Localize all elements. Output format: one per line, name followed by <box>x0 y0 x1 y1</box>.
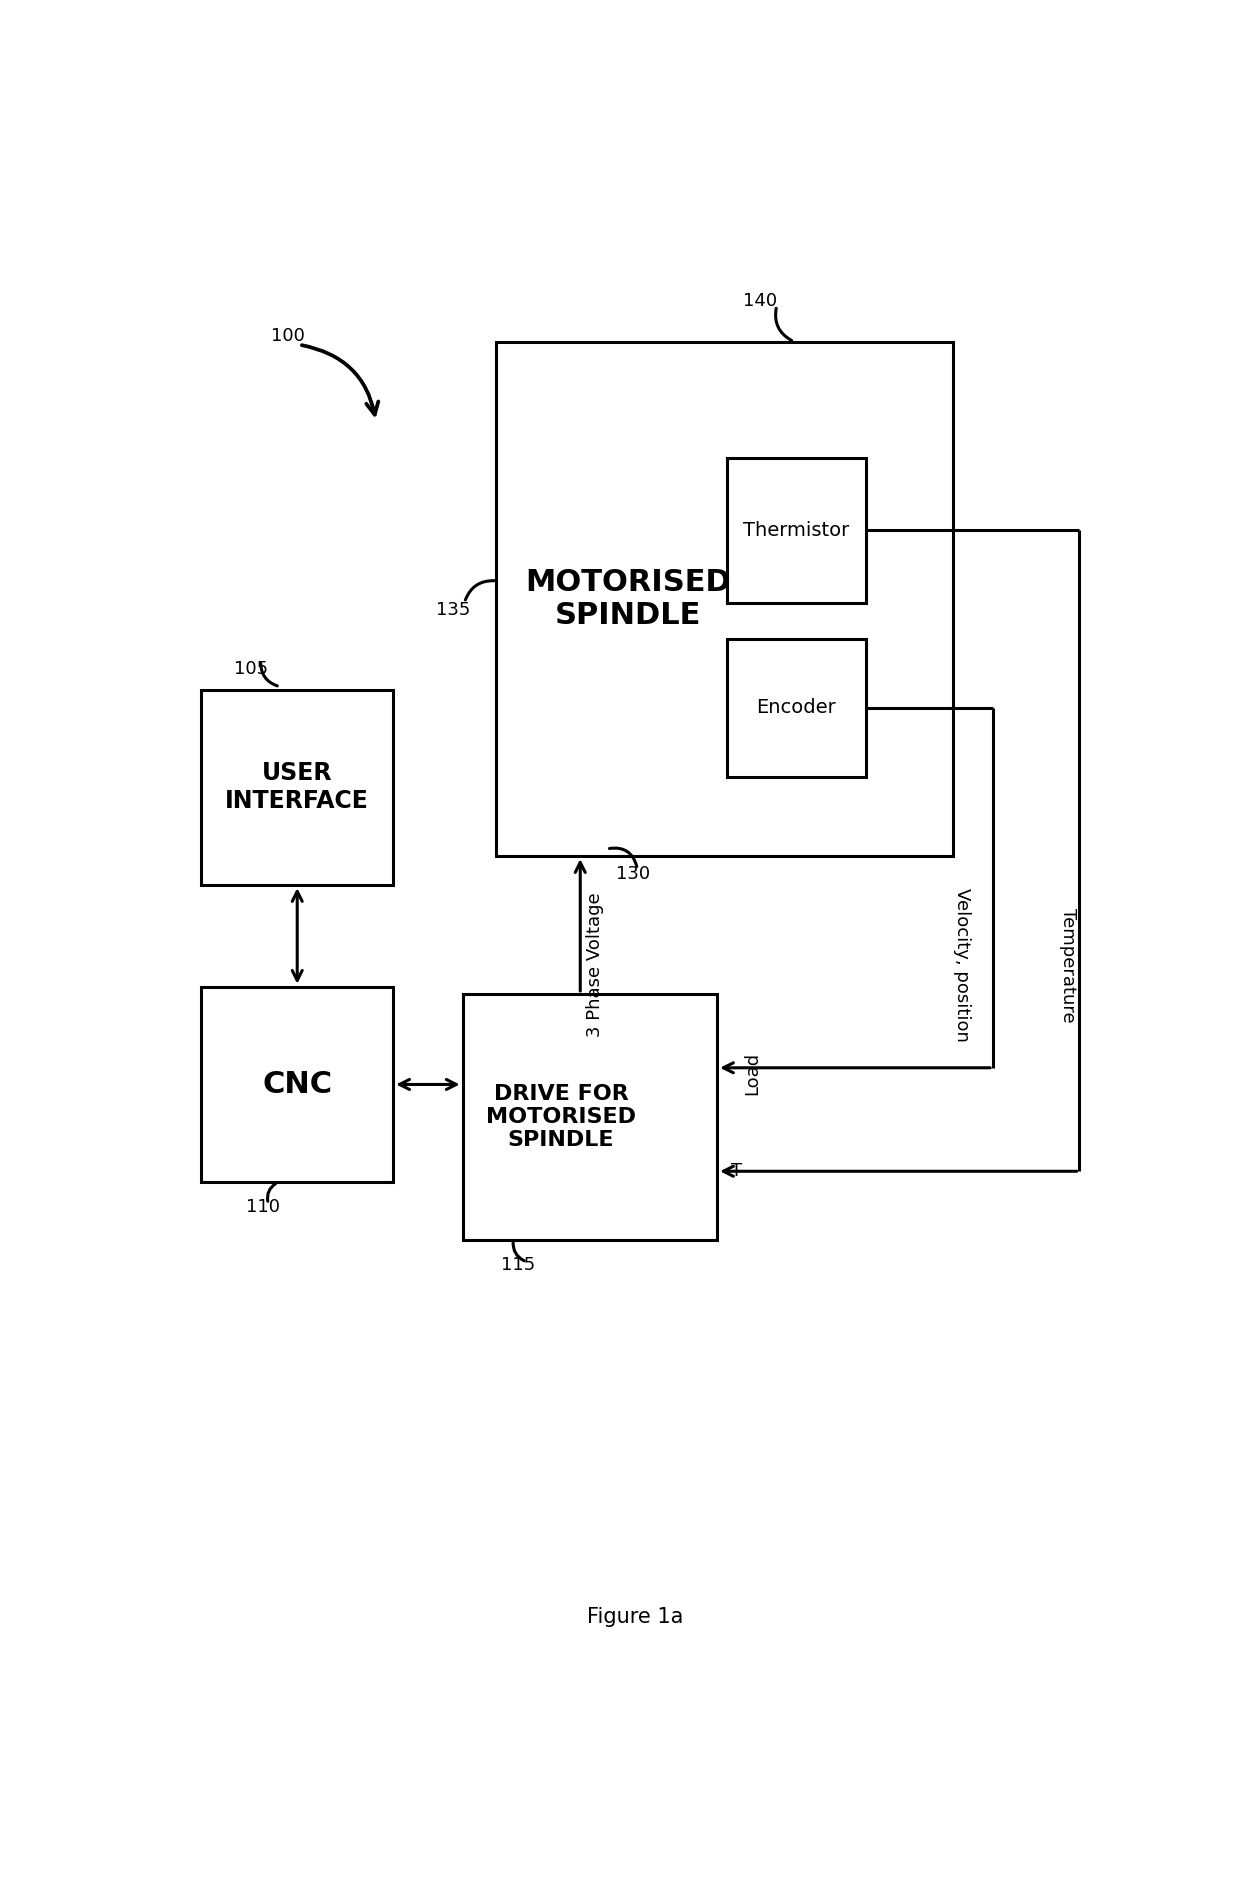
Bar <box>727 457 866 602</box>
Text: 115: 115 <box>501 1255 536 1274</box>
Text: 105: 105 <box>234 661 268 678</box>
Bar <box>463 994 717 1240</box>
Text: DRIVE FOR
MOTORISED
SPINDLE: DRIVE FOR MOTORISED SPINDLE <box>486 1084 636 1150</box>
Text: Encoder: Encoder <box>756 698 836 717</box>
Text: 140: 140 <box>743 292 777 311</box>
Text: 110: 110 <box>246 1199 280 1216</box>
Text: MOTORISED
SPINDLE: MOTORISED SPINDLE <box>526 568 732 630</box>
Bar <box>201 689 393 885</box>
Text: 130: 130 <box>615 864 650 883</box>
Text: Velocity, position: Velocity, position <box>954 888 971 1043</box>
Text: 135: 135 <box>435 600 470 619</box>
Bar <box>727 638 866 777</box>
Text: USER
INTERFACE: USER INTERFACE <box>226 762 370 813</box>
Text: 3 Phase Voltage: 3 Phase Voltage <box>587 892 604 1037</box>
Bar <box>496 343 952 856</box>
Text: Figure 1a: Figure 1a <box>588 1607 683 1628</box>
Text: Load: Load <box>744 1052 761 1095</box>
Text: T: T <box>730 1161 742 1180</box>
Text: 100: 100 <box>270 327 305 344</box>
Text: Temperature: Temperature <box>1059 907 1078 1022</box>
Text: Thermistor: Thermistor <box>743 521 849 540</box>
Bar <box>201 986 393 1182</box>
Text: CNC: CNC <box>262 1071 332 1099</box>
